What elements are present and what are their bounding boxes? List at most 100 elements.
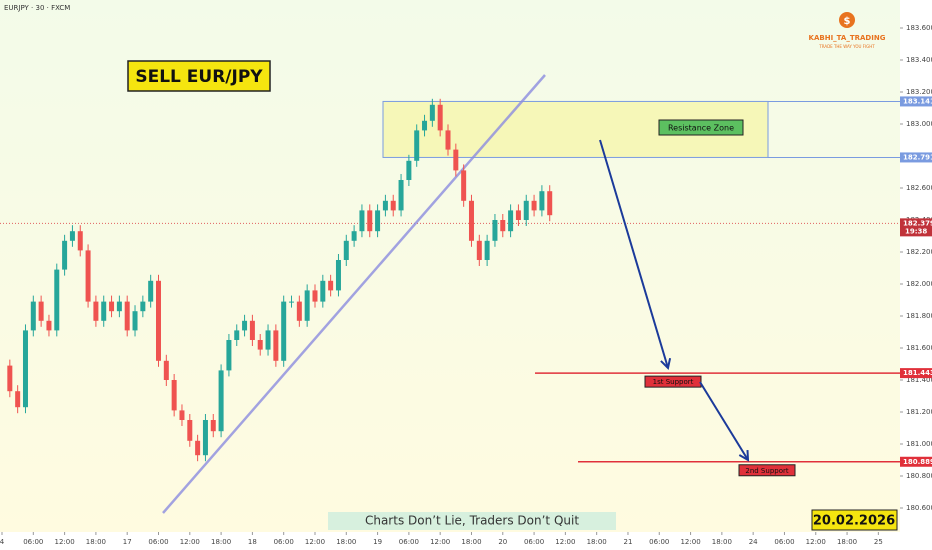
date: 20.02.2026 (813, 514, 895, 529)
candle (359, 210, 365, 232)
candle (155, 280, 161, 361)
support-label-box (644, 375, 702, 388)
candle (210, 420, 216, 432)
x-tick-label: 18:00 (336, 538, 356, 546)
candle (398, 180, 404, 211)
candle (195, 440, 201, 456)
candle (445, 130, 451, 150)
y-tick-label: 181.600 (906, 344, 932, 352)
candle (484, 240, 490, 260)
price-tag (900, 218, 932, 237)
footer-box (328, 512, 616, 530)
candle (296, 301, 302, 321)
symbol-title: EURJPY · 30 · FXCM (4, 4, 70, 12)
candle (508, 210, 514, 232)
candle (281, 301, 287, 361)
candle (234, 330, 240, 340)
candle (7, 365, 13, 392)
candle (461, 170, 467, 201)
countdown: 19:38 (905, 227, 927, 235)
price-tag-label: 180.889 (903, 458, 932, 466)
x-tick-label: 06:00 (399, 538, 419, 546)
candle (523, 200, 529, 220)
candle (93, 301, 99, 321)
x-tick-label: 24 (749, 538, 758, 546)
y-tick-label: 181.200 (906, 408, 932, 416)
candle (77, 231, 83, 251)
candle (124, 301, 130, 331)
resistance-label-box (658, 119, 744, 136)
candle (218, 370, 224, 432)
candle (320, 280, 326, 302)
candle (101, 301, 107, 321)
candle (289, 301, 295, 303)
candle (367, 210, 373, 232)
candle (335, 260, 341, 291)
candle (312, 290, 318, 302)
y-tick-label: 183.600 (906, 24, 932, 32)
x-tick-label: 18:00 (712, 538, 732, 546)
y-tick-label: 182.200 (906, 248, 932, 256)
x-tick-label: 06:00 (524, 538, 544, 546)
candle (531, 200, 537, 211)
candle (62, 240, 68, 270)
date-box (811, 509, 898, 531)
logo-symbol: $ (844, 16, 851, 27)
support-label: 2nd Support (745, 467, 788, 475)
x-tick-label: 06:00 (774, 538, 794, 546)
resistance-label: Resistance Zone (668, 124, 734, 133)
x-tick-label: 25 (874, 538, 883, 546)
candle (85, 250, 91, 302)
x-tick-label: 06:00 (274, 538, 294, 546)
footer: Charts Don’t Lie, Traders Don’t Quit (365, 514, 579, 528)
headline: SELL EUR/JPY (135, 67, 263, 87)
candle (257, 340, 263, 350)
candle (38, 301, 44, 321)
candle (69, 231, 75, 241)
x-tick-label: 18 (248, 538, 257, 546)
candle (515, 210, 521, 220)
arrow (599, 139, 669, 369)
support-label: 1st Support (653, 378, 694, 386)
price-tag-label: 183.141 (903, 97, 932, 105)
candle (492, 220, 498, 241)
candle (390, 200, 396, 211)
arrow-head (660, 358, 672, 370)
candle (468, 200, 474, 241)
x-tick-label: 12:00 (680, 538, 700, 546)
candle (187, 420, 193, 441)
candle (328, 280, 334, 291)
layer: Resistance Zone 1st Support 2nd Support (0, 74, 900, 514)
price-tag-label: 182.379 (903, 219, 932, 227)
candle (382, 200, 388, 211)
headline-box (127, 60, 271, 92)
x-tick-label: 12:00 (430, 538, 450, 546)
candle (453, 149, 459, 171)
candle (46, 320, 52, 331)
y-tick-label: 180.800 (906, 472, 932, 480)
x-tick-label: 18:00 (461, 538, 481, 546)
candle (171, 380, 177, 411)
price-tag (900, 96, 932, 107)
y-tick-label: 180.600 (906, 504, 932, 512)
candle (375, 210, 381, 232)
logo (839, 12, 855, 28)
x-tick-label: 18:00 (211, 538, 231, 546)
candle (140, 301, 146, 312)
x-tick-label: 12:00 (555, 538, 575, 546)
x-tick-label: 18:00 (587, 538, 607, 546)
x-tick-label: 06:00 (649, 538, 669, 546)
y-tick-label: 181.800 (906, 312, 932, 320)
candle (163, 360, 169, 380)
x-tick-label: 06:00 (148, 538, 168, 546)
x-tick-label: 4 (0, 538, 5, 546)
candle (148, 280, 154, 302)
y-tick-label: 183.000 (906, 120, 932, 128)
candle (249, 320, 255, 340)
candle (406, 160, 412, 180)
x-tick-label: 12:00 (305, 538, 325, 546)
x-tick-label: 21 (624, 538, 633, 546)
candle (22, 330, 28, 408)
candle (476, 240, 482, 260)
